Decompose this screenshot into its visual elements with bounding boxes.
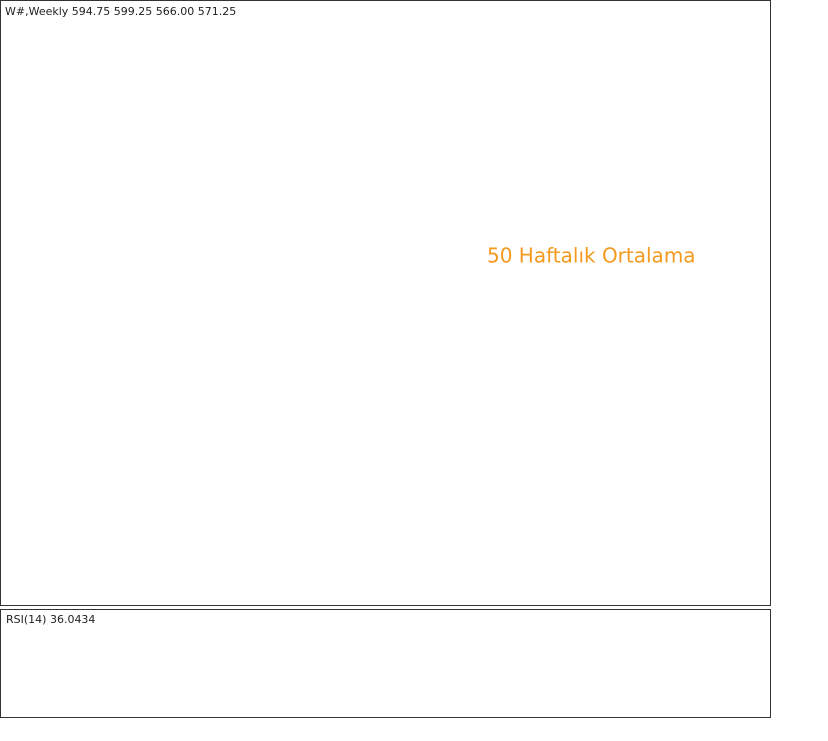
rsi-label: RSI(14) 36.0434 xyxy=(6,613,95,626)
rsi-panel xyxy=(0,609,771,718)
ma-annotation: 50 Haftalık Ortalama xyxy=(487,244,696,268)
chart-header: W#,Weekly 594.75 599.25 566.00 571.25 xyxy=(5,5,236,18)
labels-layer: W#,Weekly 594.75 599.25 566.00 571.25 50… xyxy=(5,5,696,626)
main-panel xyxy=(0,0,771,606)
